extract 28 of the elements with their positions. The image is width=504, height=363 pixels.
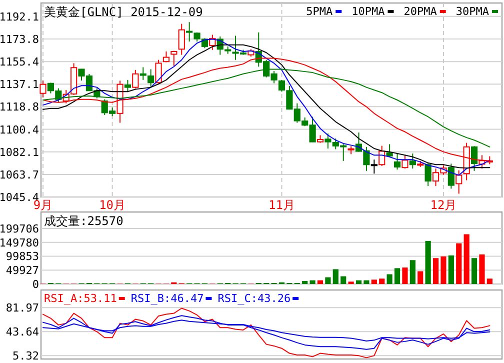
y-tick-label: 99853 xyxy=(6,250,39,264)
y-tick-label: 1155.4 xyxy=(0,56,40,69)
y-tick-label: 1192.1 xyxy=(0,10,39,24)
y-tick-label: 149780 xyxy=(0,236,39,250)
legend-label: 5PMA xyxy=(306,5,333,18)
y-tick-label: 0 xyxy=(32,278,39,291)
legend-label: 30PMA xyxy=(456,5,490,18)
chart-title: 成交量:25570 xyxy=(44,214,124,228)
legend-label: 10PMA xyxy=(352,5,386,18)
x-tick-label: 10月 xyxy=(99,198,126,212)
y-tick-label: 43.64 xyxy=(6,326,40,339)
y-tick-label: 5.32 xyxy=(12,350,39,363)
y-tick-label: 1063.7 xyxy=(0,168,39,182)
y-tick-label: 1137.1 xyxy=(0,78,39,92)
y-tick-label: 1173.8 xyxy=(0,32,39,46)
y-tick-label: 199706 xyxy=(0,222,39,236)
chart-title: 美黄金[GLNC] 2015-12-09 xyxy=(44,5,203,19)
x-tick-label: 11月 xyxy=(268,198,295,212)
legend-label: 20PMA xyxy=(404,5,438,18)
y-tick-label: 1100.4 xyxy=(0,123,40,136)
y-tick-label: 1082.1 xyxy=(0,146,39,159)
legend-label: RSI_A:53.11 xyxy=(44,292,117,305)
legend-label: RSI_C:43.26 xyxy=(218,292,291,305)
y-tick-label: 81.97 xyxy=(6,302,39,315)
y-tick-label: 1118.8 xyxy=(0,100,39,114)
x-tick-label: 12月 xyxy=(430,198,457,212)
y-tick-label: 49927 xyxy=(6,264,39,278)
legend-label: RSI_B:46.47 xyxy=(130,292,204,305)
